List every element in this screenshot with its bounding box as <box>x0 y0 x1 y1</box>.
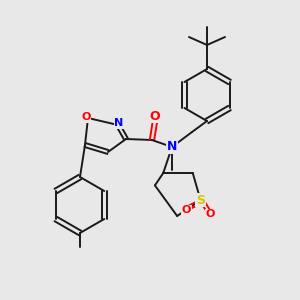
Text: O: O <box>81 112 91 122</box>
Text: N: N <box>114 118 124 128</box>
Text: O: O <box>182 205 191 215</box>
Text: S: S <box>196 194 205 207</box>
Text: O: O <box>150 110 160 122</box>
Text: O: O <box>206 209 215 219</box>
Text: N: N <box>167 140 177 154</box>
